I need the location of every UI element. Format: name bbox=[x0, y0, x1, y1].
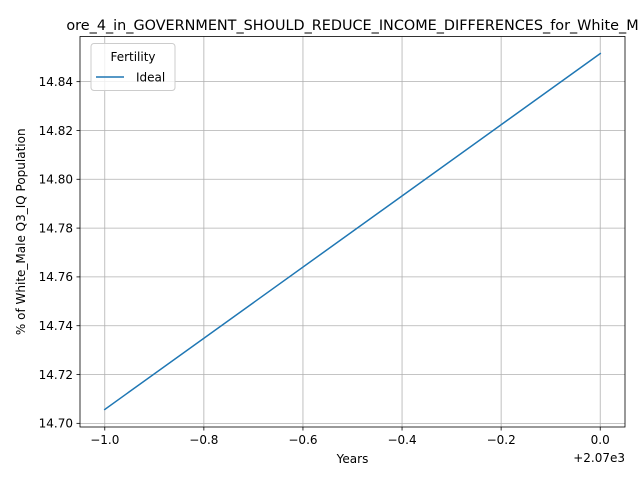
x-tick-label: −0.4 bbox=[387, 433, 416, 447]
y-tick-label: 14.84 bbox=[39, 75, 73, 89]
x-tick-label: −0.2 bbox=[487, 433, 516, 447]
x-axis-offset-text: +2.07e3 bbox=[573, 451, 625, 465]
y-tick-label: 14.76 bbox=[39, 270, 73, 284]
y-axis-ticks: 14.70 14.72 14.74 14.76 14.78 14.80 14.82 14.84 bbox=[39, 75, 80, 431]
y-tick-label: 14.80 bbox=[39, 173, 73, 187]
y-axis-label: % of White_Male Q3_IQ Population bbox=[14, 128, 28, 335]
x-axis-label: Years bbox=[336, 452, 369, 466]
y-tick-label: 14.82 bbox=[39, 124, 73, 138]
y-tick-label: 14.72 bbox=[39, 368, 73, 382]
series-layer bbox=[103, 52, 602, 411]
x-tick-label: −1.0 bbox=[90, 433, 119, 447]
plot-frame bbox=[79, 36, 626, 428]
legend-entry-label: Ideal bbox=[136, 70, 165, 84]
grid bbox=[80, 36, 625, 427]
y-tick-label: 14.74 bbox=[39, 319, 73, 333]
x-tick-label: −0.6 bbox=[288, 433, 317, 447]
series-line-ideal bbox=[103, 52, 602, 411]
chart-title: ore_4_in_GOVERNMENT_SHOULD_REDUCE_INCOME… bbox=[66, 18, 638, 34]
x-axis-ticks: −1.0 −0.8 −0.6 −0.4 −0.2 0.0 bbox=[90, 427, 610, 447]
legend-title: Fertility bbox=[110, 50, 155, 64]
y-tick-label: 14.70 bbox=[39, 417, 73, 431]
legend-entries: Ideal bbox=[96, 70, 165, 84]
legend: Fertility Ideal bbox=[90, 43, 176, 91]
y-tick-label: 14.78 bbox=[39, 221, 73, 235]
x-tick-label: −0.8 bbox=[189, 433, 218, 447]
x-tick-label: 0.0 bbox=[591, 433, 610, 447]
legend-box bbox=[90, 43, 176, 91]
